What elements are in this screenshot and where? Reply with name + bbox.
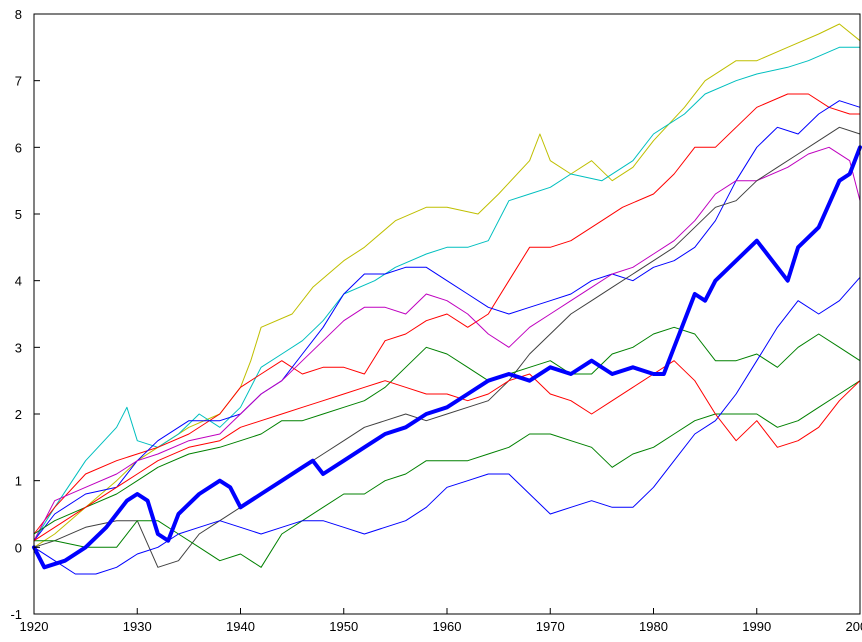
series-line-6 [33,126,861,568]
x-tick-label: 1980 [639,619,668,634]
y-tick-label: -1 [10,607,22,622]
y-tick-label: 0 [15,540,22,555]
series-line-5 [33,146,861,542]
series-line-9 [33,276,861,575]
x-tick-label: 1940 [226,619,255,634]
x-tick-label: 1930 [123,619,152,634]
series-line-8 [33,380,861,568]
series-line-2 [33,46,861,542]
y-tick-label: 2 [15,407,22,422]
series-line-3 [33,93,861,535]
x-tick-label: 1950 [329,619,358,634]
series-line-1 [33,23,861,548]
x-tick-label: 1920 [20,619,49,634]
series-line-10 [33,360,861,542]
x-tick-label: 1990 [742,619,771,634]
y-tick-label: 7 [15,74,22,89]
series-line-4 [33,100,861,542]
x-tick-label: 1960 [433,619,462,634]
y-tick-label: 6 [15,140,22,155]
y-tick-label: 5 [15,207,22,222]
series-line-7 [33,326,861,535]
y-tick-label: 8 [15,7,22,22]
y-tick-label: 3 [15,340,22,355]
series-layer [32,23,862,575]
axis-layer: 1920 1930 1940 1950 1960 1970 1980 1990 2000 -1 0 1… [10,7,862,634]
x-tick-label: 1970 [536,619,565,634]
x-tick-label: 2000 [846,619,862,634]
y-tick-label: 4 [15,274,22,289]
y-tick-label: 1 [15,474,22,489]
series-line-11 [32,145,862,570]
